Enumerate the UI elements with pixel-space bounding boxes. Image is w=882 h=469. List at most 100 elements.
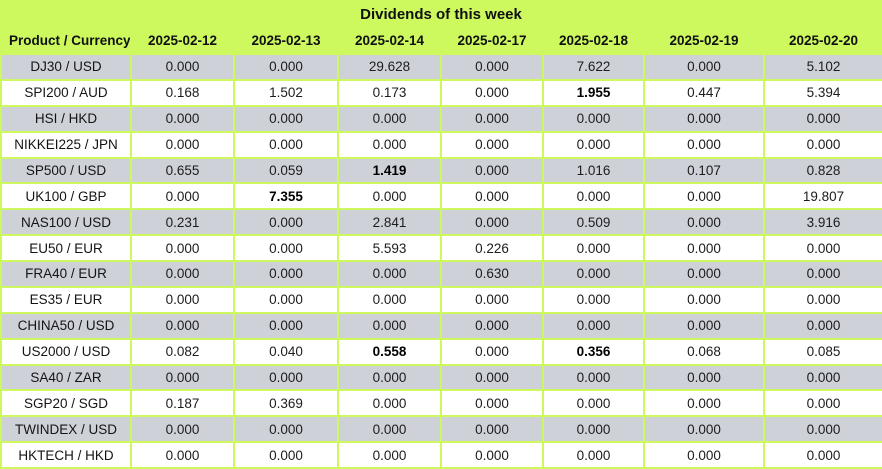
value-cell: 0.000 — [337, 363, 442, 392]
page-title: Dividends of this week — [0, 0, 882, 28]
product-cell: EU50 / EUR — [0, 234, 132, 262]
value-cell: 0.000 — [440, 53, 544, 81]
value-cell: 0.000 — [763, 441, 882, 469]
value-cell: 7.622 — [542, 53, 645, 81]
value-cell: 0.000 — [337, 130, 442, 159]
value-cell: 0.000 — [337, 311, 442, 340]
header-row: Product / Currency 2025-02-12 2025-02-13… — [0, 28, 882, 55]
table-row: HKTECH / HKD 0.000 0.000 0.000 0.000 0.000 0.0… — [0, 441, 882, 469]
value-cell: 0.000 — [542, 363, 645, 392]
value-cell: 0.000 — [337, 285, 442, 314]
value-cell: 0.000 — [130, 363, 235, 392]
value-cell: 0.000 — [542, 415, 645, 444]
value-cell: 0.000 — [233, 53, 339, 81]
value-cell: 0.000 — [763, 130, 882, 159]
table-row: CHINA50 / USD 0.000 0.000 0.000 0.000 0.000 0.… — [0, 311, 882, 340]
value-cell: 19.807 — [763, 182, 882, 211]
value-cell: 3.916 — [763, 208, 882, 237]
value-cell: 0.000 — [542, 441, 645, 469]
value-cell: 0.000 — [130, 415, 235, 444]
column-header-date-3: 2025-02-14 — [337, 28, 442, 55]
value-cell: 0.000 — [763, 389, 882, 418]
value-cell: 2.841 — [337, 208, 442, 237]
value-cell: 0.226 — [440, 234, 544, 262]
column-header-date-2: 2025-02-13 — [233, 28, 339, 55]
product-cell: FRA40 / EUR — [0, 260, 132, 288]
value-cell: 0.000 — [763, 260, 882, 288]
product-cell: HKTECH / HKD — [0, 441, 132, 469]
table-row: DJ30 / USD 0.000 0.000 29.628 0.000 7.622 0.00… — [0, 53, 882, 81]
value-cell: 29.628 — [337, 53, 442, 81]
value-cell: 0.085 — [763, 337, 882, 366]
value-cell: 0.000 — [440, 337, 544, 366]
value-cell: 0.000 — [337, 389, 442, 418]
value-cell: 0.000 — [233, 104, 339, 133]
value-cell: 0.000 — [643, 363, 765, 392]
value-cell: 0.000 — [542, 285, 645, 314]
value-cell: 0.000 — [542, 130, 645, 159]
table-row: TWINDEX / USD 0.000 0.000 0.000 0.000 0.000 0.… — [0, 415, 882, 444]
value-cell: 0.000 — [643, 208, 765, 237]
value-cell: 0.000 — [763, 415, 882, 444]
product-cell: NAS100 / USD — [0, 208, 132, 237]
value-cell: 0.107 — [643, 156, 765, 185]
column-header-product: Product / Currency — [0, 28, 132, 55]
value-cell: 0.000 — [440, 415, 544, 444]
value-cell: 0.000 — [233, 415, 339, 444]
value-cell: 0.059 — [233, 156, 339, 185]
product-cell: DJ30 / USD — [0, 53, 132, 81]
value-cell: 1.016 — [542, 156, 645, 185]
value-cell: 0.068 — [643, 337, 765, 366]
product-cell: UK100 / GBP — [0, 182, 132, 211]
value-cell: 0.000 — [130, 441, 235, 469]
value-cell: 0.000 — [643, 53, 765, 81]
dividends-table: Product / Currency 2025-02-12 2025-02-13… — [0, 28, 882, 469]
value-cell: 0.000 — [542, 234, 645, 262]
value-cell: 0.000 — [233, 208, 339, 237]
value-cell: 0.000 — [130, 260, 235, 288]
value-cell: 0.000 — [763, 285, 882, 314]
value-cell: 0.000 — [130, 130, 235, 159]
value-cell: 0.000 — [763, 234, 882, 262]
value-cell: 0.082 — [130, 337, 235, 366]
value-cell: 0.000 — [643, 104, 765, 133]
table-row: UK100 / GBP 0.000 7.355 0.000 0.000 0.000 0.00… — [0, 182, 882, 211]
value-cell: 7.355 — [233, 182, 339, 211]
value-cell: 0.000 — [763, 311, 882, 340]
product-cell: HSI / HKD — [0, 104, 132, 133]
value-cell: 1.502 — [233, 78, 339, 107]
column-header-date-5: 2025-02-18 — [542, 28, 645, 55]
value-cell: 0.509 — [542, 208, 645, 237]
column-header-date-7: 2025-02-20 — [763, 28, 882, 55]
product-cell: SGP20 / SGD — [0, 389, 132, 418]
value-cell: 0.000 — [763, 104, 882, 133]
table-row: HSI / HKD 0.000 0.000 0.000 0.000 0.000 0.000 0… — [0, 104, 882, 133]
table-row: US2000 / USD 0.082 0.040 0.558 0.000 0.356 0.0… — [0, 337, 882, 366]
value-cell: 0.000 — [233, 130, 339, 159]
value-cell: 0.630 — [440, 260, 544, 288]
value-cell: 0.558 — [337, 337, 442, 366]
value-cell: 0.040 — [233, 337, 339, 366]
table-row: SPI200 / AUD 0.168 1.502 0.173 0.000 1.955 0.4… — [0, 78, 882, 107]
value-cell: 0.168 — [130, 78, 235, 107]
value-cell: 0.000 — [643, 311, 765, 340]
product-cell: SA40 / ZAR — [0, 363, 132, 392]
value-cell: 5.394 — [763, 78, 882, 107]
table-body: DJ30 / USD 0.000 0.000 29.628 0.000 7.622 0.00… — [0, 53, 882, 469]
value-cell: 0.655 — [130, 156, 235, 185]
value-cell: 0.000 — [643, 182, 765, 211]
value-cell: 0.000 — [233, 234, 339, 262]
table-header: Product / Currency 2025-02-12 2025-02-13… — [0, 28, 882, 55]
table-row: NIKKEI225 / JPN 0.000 0.000 0.000 0.000 0.000… — [0, 130, 882, 159]
table-row: NAS100 / USD 0.231 0.000 2.841 0.000 0.509 0.0… — [0, 208, 882, 237]
value-cell: 5.593 — [337, 234, 442, 262]
value-cell: 0.000 — [440, 208, 544, 237]
value-cell: 0.000 — [130, 104, 235, 133]
value-cell: 0.000 — [643, 389, 765, 418]
value-cell: 0.000 — [440, 285, 544, 314]
value-cell: 0.000 — [130, 182, 235, 211]
value-cell: 0.187 — [130, 389, 235, 418]
value-cell: 0.000 — [440, 104, 544, 133]
value-cell: 0.000 — [233, 363, 339, 392]
